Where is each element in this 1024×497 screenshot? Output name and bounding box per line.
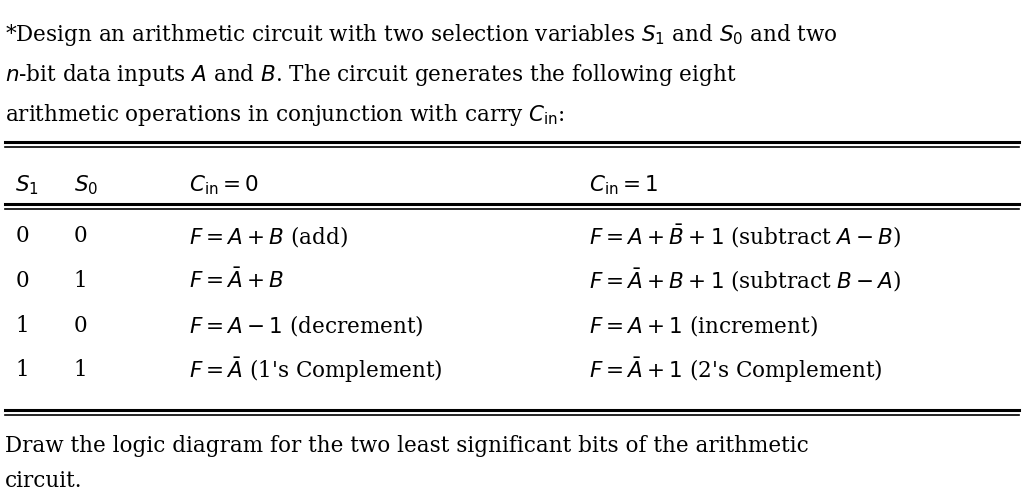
Text: 0: 0: [74, 225, 87, 247]
Text: *Design an arithmetic circuit with two selection variables $S_1$ and $S_0$ and t: *Design an arithmetic circuit with two s…: [5, 22, 838, 48]
Text: 1: 1: [15, 315, 29, 336]
Text: 1: 1: [15, 359, 29, 381]
Text: 0: 0: [15, 225, 29, 247]
Text: $F = \bar{A} + B + 1$ (subtract $B - A$): $F = \bar{A} + B + 1$ (subtract $B - A$): [589, 267, 901, 294]
Text: $C_{\mathrm{in}} = 1$: $C_{\mathrm{in}} = 1$: [589, 173, 658, 197]
Text: 1: 1: [74, 359, 87, 381]
Text: $F = A + B$ (add): $F = A + B$ (add): [189, 224, 348, 248]
Text: Draw the logic diagram for the two least significant bits of the arithmetic: Draw the logic diagram for the two least…: [5, 435, 809, 457]
Text: $F = \bar{A} + 1$ (2's Complement): $F = \bar{A} + 1$ (2's Complement): [589, 356, 883, 385]
Text: $F = A + \bar{B} + 1$ (subtract $A - B$): $F = A + \bar{B} + 1$ (subtract $A - B$): [589, 223, 901, 249]
Text: $S_0$: $S_0$: [74, 173, 98, 197]
Text: arithmetic operations in conjunction with carry $C_{\mathrm{in}}$:: arithmetic operations in conjunction wit…: [5, 102, 565, 128]
Text: 1: 1: [74, 270, 87, 292]
Text: 0: 0: [15, 270, 29, 292]
Text: 0: 0: [74, 315, 87, 336]
Text: $F = A - 1$ (decrement): $F = A - 1$ (decrement): [189, 313, 424, 338]
Text: circuit.: circuit.: [5, 470, 83, 492]
Text: $F = \bar{A} + B$: $F = \bar{A} + B$: [189, 269, 285, 293]
Text: $F = \bar{A}$ (1's Complement): $F = \bar{A}$ (1's Complement): [189, 356, 443, 385]
Text: $F = A + 1$ (increment): $F = A + 1$ (increment): [589, 313, 818, 338]
Text: $S_1$: $S_1$: [15, 173, 39, 197]
Text: $n$-bit data inputs $A$ and $B$. The circuit generates the following eight: $n$-bit data inputs $A$ and $B$. The cir…: [5, 62, 736, 88]
Text: $C_{\mathrm{in}} = 0$: $C_{\mathrm{in}} = 0$: [189, 173, 259, 197]
